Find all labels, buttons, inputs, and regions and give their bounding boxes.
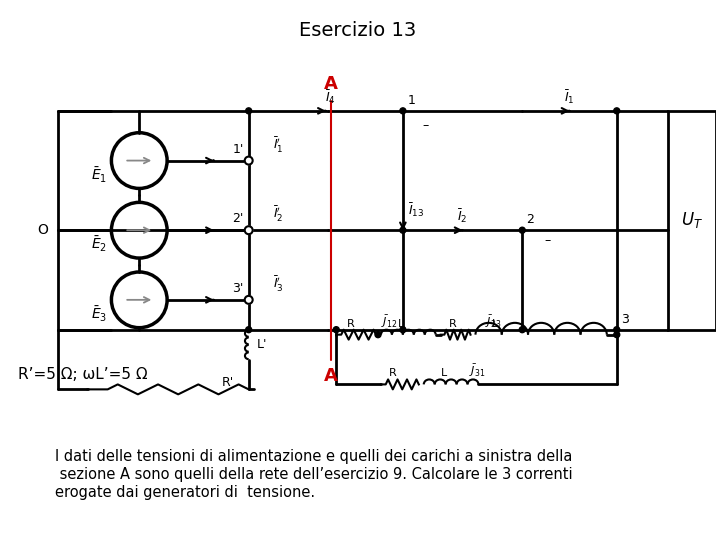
Text: erogate dai generatori di  tensione.: erogate dai generatori di tensione. [55, 485, 315, 500]
Text: Esercizio 13: Esercizio 13 [300, 21, 417, 40]
Circle shape [613, 332, 620, 338]
Text: I dati delle tensioni di alimentazione e quelli dei carichi a sinistra della: I dati delle tensioni di alimentazione e… [55, 449, 572, 464]
Circle shape [613, 108, 620, 114]
Circle shape [375, 332, 381, 338]
Text: $\bar{J}_{31}$: $\bar{J}_{31}$ [469, 363, 485, 380]
Bar [668, 111, 716, 330]
Text: $\bar{I}_3^{\prime}$: $\bar{I}_3^{\prime}$ [273, 275, 284, 294]
Circle shape [245, 296, 253, 304]
Text: $\bar{I}_4$: $\bar{I}_4$ [325, 88, 336, 106]
Text: O: O [37, 223, 48, 237]
Text: R: R [347, 319, 355, 329]
Text: 1: 1 [408, 94, 415, 107]
Text: A: A [324, 75, 338, 93]
Circle shape [246, 227, 252, 233]
Text: 1': 1' [233, 143, 243, 156]
Circle shape [400, 327, 406, 333]
Text: $\bar{I}_1^{\prime}$: $\bar{I}_1^{\prime}$ [274, 136, 284, 154]
Text: L: L [492, 319, 498, 329]
Text: 3: 3 [621, 313, 629, 326]
Circle shape [246, 108, 252, 114]
Circle shape [519, 227, 525, 233]
Text: $\bar{E}_2$: $\bar{E}_2$ [91, 235, 107, 254]
Text: $\bar{I}_1$: $\bar{I}_1$ [564, 88, 575, 106]
Text: 2': 2' [233, 212, 243, 225]
Text: $\bar{J}_{23}$: $\bar{J}_{23}$ [485, 314, 502, 330]
Text: 2: 2 [526, 213, 534, 226]
Text: R’=5 Ω; ωL’=5 Ω: R’=5 Ω; ωL’=5 Ω [18, 367, 148, 382]
Text: $U_T$: $U_T$ [681, 210, 703, 230]
Text: R: R [389, 368, 397, 379]
Circle shape [245, 226, 253, 234]
Text: –: – [423, 119, 429, 132]
Text: sezione A sono quelli della rete dell’esercizio 9. Calcolare le 3 correnti: sezione A sono quelli della rete dell’es… [55, 467, 572, 482]
Text: $\bar{J}_{12}$: $\bar{J}_{12}$ [381, 314, 397, 330]
Text: L': L' [256, 338, 267, 351]
Circle shape [245, 157, 253, 165]
Circle shape [519, 327, 525, 333]
Circle shape [400, 108, 406, 114]
Text: $\bar{E}_1$: $\bar{E}_1$ [91, 166, 107, 185]
Text: 3': 3' [233, 282, 243, 295]
Text: R': R' [222, 376, 234, 389]
Text: $\bar{E}_3$: $\bar{E}_3$ [91, 305, 107, 324]
Text: A: A [324, 368, 338, 386]
Text: $\bar{I}_2^{\prime}$: $\bar{I}_2^{\prime}$ [274, 205, 284, 224]
Text: –: – [544, 234, 550, 247]
Text: L: L [441, 368, 447, 379]
Text: $\bar{I}_{13}$: $\bar{I}_{13}$ [408, 201, 424, 219]
Circle shape [613, 327, 620, 333]
Text: L: L [397, 319, 404, 329]
Circle shape [400, 227, 406, 233]
Text: $\bar{I}_2$: $\bar{I}_2$ [457, 207, 468, 225]
Circle shape [246, 327, 252, 333]
Circle shape [333, 327, 339, 333]
Text: R: R [449, 319, 456, 329]
